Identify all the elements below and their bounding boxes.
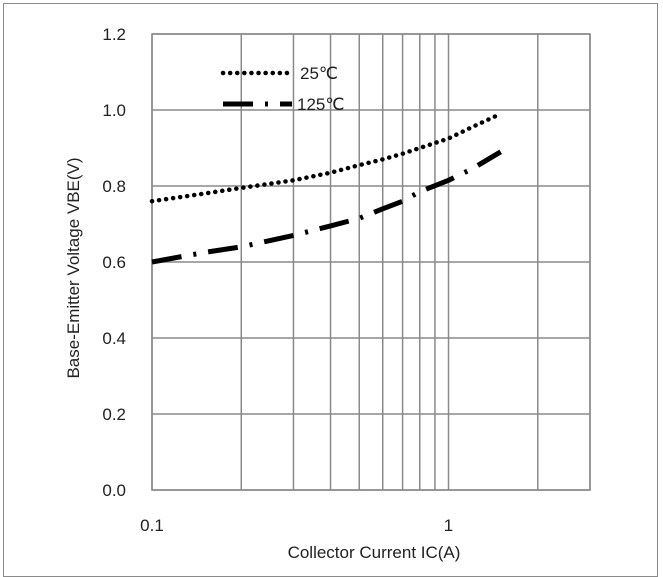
grid <box>151 33 591 491</box>
y-tick-label: 0.2 <box>102 405 126 424</box>
y-axis-label: Base-Emitter Voltage VBE(V) <box>64 157 83 378</box>
x-tick-label: 1 <box>444 516 453 535</box>
y-tick-label: 0.6 <box>102 253 126 272</box>
y-tick-label: 0.8 <box>102 177 126 196</box>
legend-label-25c: 25℃ <box>300 64 338 83</box>
y-tick-label: 1.2 <box>102 25 126 44</box>
y-tick-label: 0.0 <box>102 481 126 500</box>
x-tick-labels: 0.1 1 <box>140 516 453 535</box>
series-line-0 <box>149 111 503 204</box>
series-line-1 <box>151 149 502 265</box>
legend-label-125c: 125℃ <box>297 95 344 114</box>
y-tick-label: 0.4 <box>102 329 126 348</box>
x-axis-label: Collector Current IC(A) <box>288 543 461 562</box>
y-tick-label: 1.0 <box>102 101 126 120</box>
legend: 25℃ 125℃ <box>220 64 344 114</box>
series-layer <box>149 111 503 265</box>
x-tick-label: 0.1 <box>140 516 164 535</box>
y-tick-labels: 0.0 0.2 0.4 0.6 0.8 1.0 1.2 <box>102 25 126 500</box>
